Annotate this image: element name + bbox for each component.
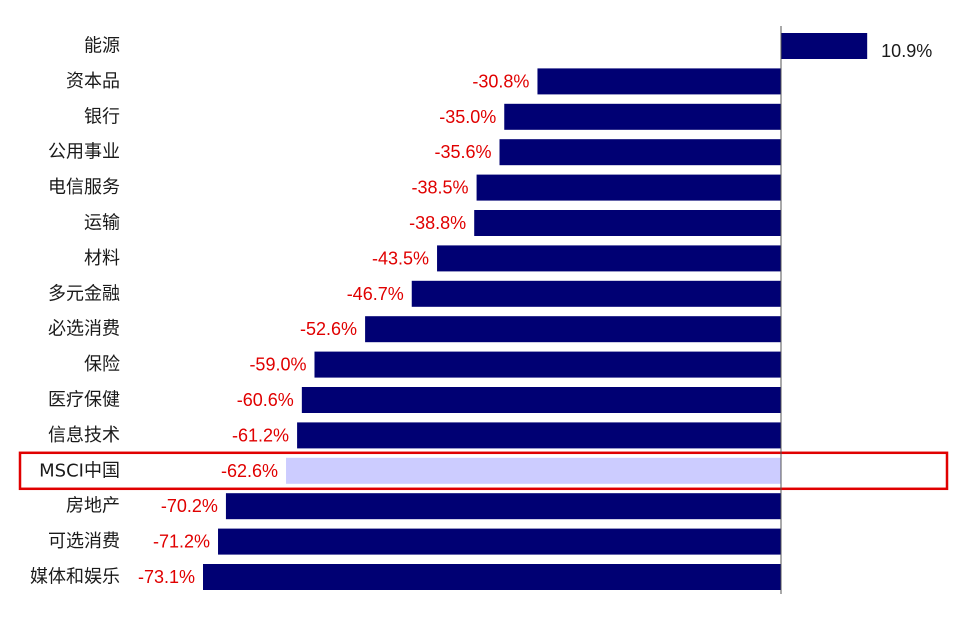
category-label: 公用事业 bbox=[48, 142, 120, 163]
bar bbox=[203, 564, 781, 590]
category-label: 银行 bbox=[84, 106, 120, 127]
bar bbox=[499, 139, 781, 166]
category-label: 多元金融 bbox=[48, 283, 120, 304]
category-label: 房地产 bbox=[66, 496, 120, 517]
value-label: -38.8% bbox=[409, 213, 466, 233]
value-label: -62.6% bbox=[221, 461, 278, 481]
category-label: 必选消费 bbox=[48, 319, 120, 340]
category-label: 电信服务 bbox=[48, 177, 120, 198]
category-label: 运输 bbox=[84, 213, 120, 234]
value-label: -73.1% bbox=[138, 567, 195, 587]
bar bbox=[474, 210, 781, 236]
category-label: 能源 bbox=[84, 36, 120, 57]
value-label: 10.9% bbox=[881, 41, 932, 61]
bar bbox=[286, 457, 781, 484]
bar bbox=[411, 280, 781, 307]
labels-group: 能源 10.9% 资本品 -30.8% 银行 -35.0% 公用事业 -35.6% 电信服务 -3… bbox=[18, 36, 949, 588]
category-label: MSCI中国 bbox=[39, 460, 120, 481]
value-label: -46.7% bbox=[347, 284, 404, 304]
value-label: -71.2% bbox=[153, 532, 210, 552]
category-label: 媒体和娱乐 bbox=[30, 567, 120, 588]
bar bbox=[476, 174, 781, 201]
category-label: 信息技术 bbox=[48, 425, 120, 446]
bar bbox=[218, 528, 781, 555]
value-label: -35.0% bbox=[439, 107, 496, 127]
bar bbox=[365, 316, 781, 343]
value-label: -70.2% bbox=[161, 496, 218, 516]
value-label: -61.2% bbox=[232, 425, 289, 445]
value-label: -35.6% bbox=[434, 142, 491, 162]
category-label: 资本品 bbox=[66, 71, 120, 92]
bar bbox=[314, 351, 781, 378]
category-label: 保险 bbox=[84, 354, 120, 375]
value-label: -30.8% bbox=[472, 71, 529, 91]
bar bbox=[225, 493, 781, 520]
value-label: -52.6% bbox=[300, 319, 357, 339]
highlight-box bbox=[18, 451, 949, 491]
bars-group bbox=[203, 33, 868, 590]
bar bbox=[504, 103, 781, 130]
bar bbox=[301, 387, 781, 413]
category-label: 可选消费 bbox=[48, 531, 120, 552]
value-label: -38.5% bbox=[412, 178, 469, 198]
value-label: -59.0% bbox=[249, 355, 306, 375]
bar bbox=[781, 33, 868, 59]
value-label: -43.5% bbox=[372, 248, 429, 268]
category-label: 医疗保健 bbox=[48, 390, 120, 411]
bar bbox=[297, 422, 781, 449]
bar bbox=[537, 68, 781, 95]
category-label: 材料 bbox=[84, 248, 120, 269]
value-label: -60.6% bbox=[237, 390, 294, 410]
bar bbox=[437, 245, 781, 272]
